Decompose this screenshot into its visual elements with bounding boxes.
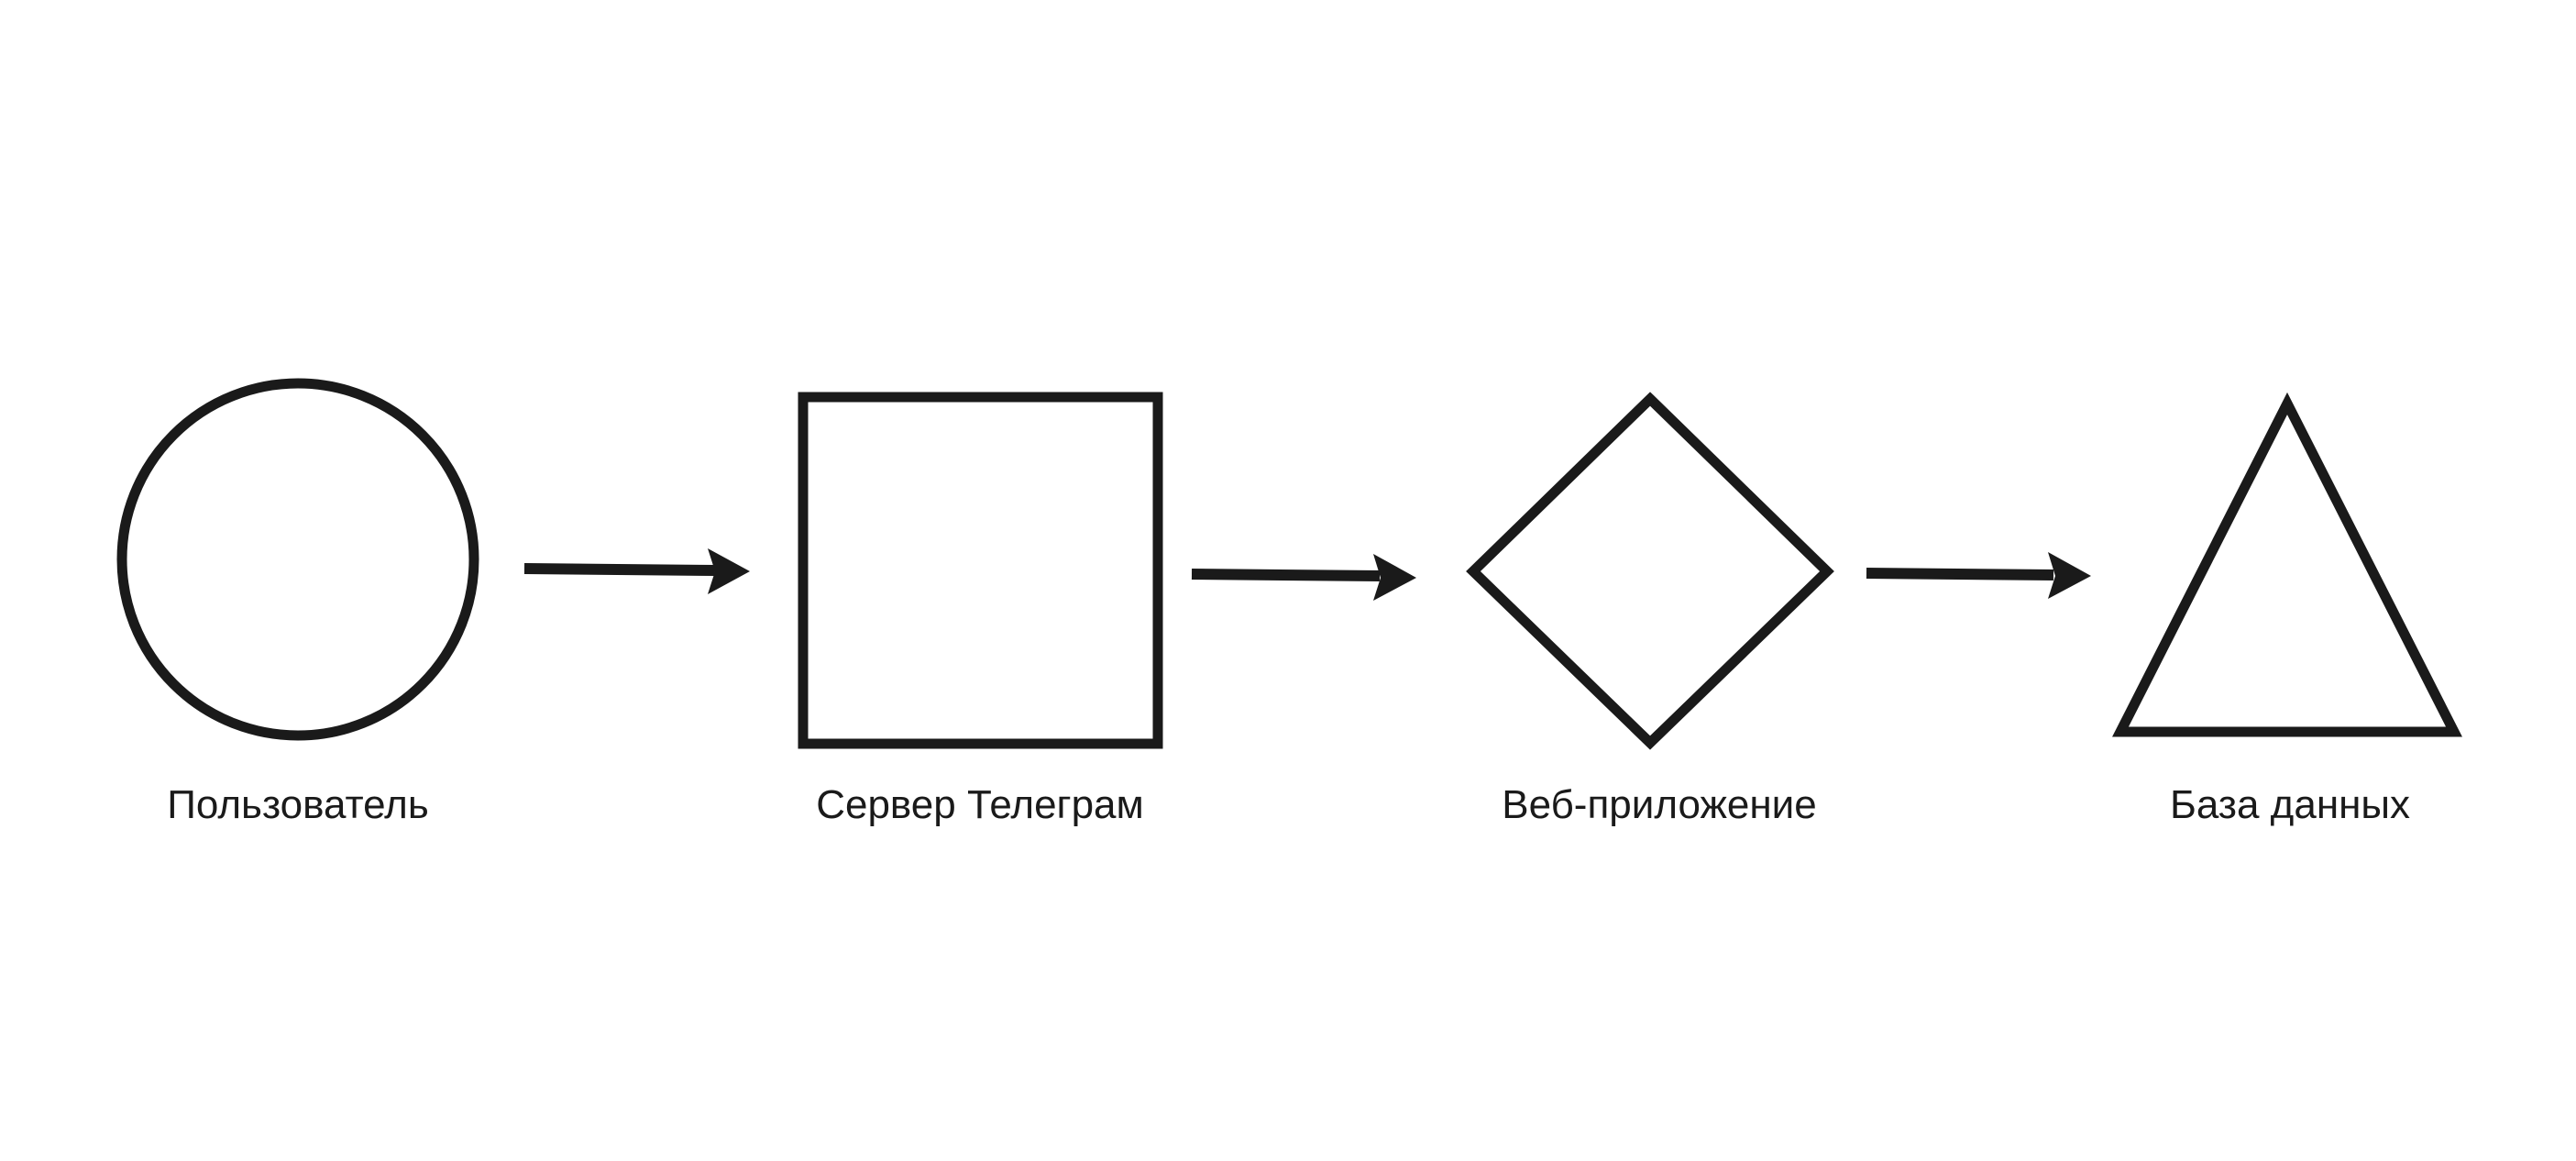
arrow-head: [708, 548, 750, 594]
telegram-server-label: Сервер Телеграм: [816, 782, 1144, 827]
node-web-app: [1466, 392, 1834, 750]
arrow-head: [2048, 552, 2091, 599]
web-app-diamond-shape: [1466, 392, 1834, 750]
node-database: [2112, 392, 2462, 737]
database-label: База данных: [2169, 782, 2411, 827]
arrow-shaft: [1866, 568, 2054, 580]
node-telegram-server: [798, 392, 1163, 749]
arrow-web-app-to-database: [1866, 552, 2091, 599]
node-user: [116, 378, 479, 741]
user-circle-shape: [116, 378, 479, 741]
telegram-server-square-shape: [798, 392, 1163, 749]
web-app-label: Веб-приложение: [1502, 782, 1817, 827]
user-label: Пользователь: [167, 782, 429, 827]
arrow-user-to-telegram-server: [523, 548, 750, 594]
arrow-shaft: [523, 563, 716, 576]
database-triangle-shape: [2112, 392, 2462, 737]
arrow-shaft: [1191, 569, 1381, 581]
arrow-head: [1373, 554, 1416, 601]
arrow-telegram-server-to-web-app: [1191, 554, 1416, 601]
